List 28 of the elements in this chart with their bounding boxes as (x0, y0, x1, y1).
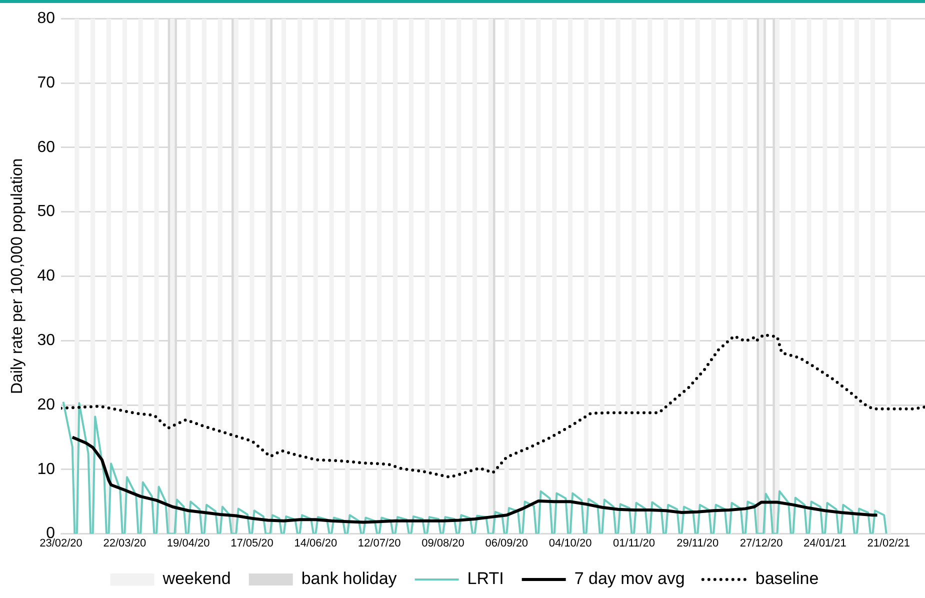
x-tick-label: 01/11/20 (612, 537, 655, 550)
y-tick-label: 20 (37, 396, 56, 414)
legend-label: baseline (755, 569, 819, 588)
legend-label: LRTI (467, 569, 504, 588)
y-tick-label: 50 (37, 203, 56, 220)
y-tick-label: 70 (37, 74, 56, 92)
x-tick-label: 19/04/20 (166, 537, 210, 550)
x-tick-label: 17/05/20 (230, 537, 274, 550)
x-tick-label: 12/07/20 (358, 537, 401, 550)
y-tick-label: 10 (37, 460, 56, 478)
x-tick-label: 06/09/20 (485, 537, 528, 550)
y-tick-label: 60 (37, 138, 56, 156)
x-tick-label: 22/03/20 (103, 537, 146, 550)
legend-label: bank holiday (301, 569, 398, 588)
x-tick-label: 27/12/20 (740, 537, 783, 550)
x-tick-label: 04/10/20 (548, 537, 592, 550)
legend-label: weekend (162, 569, 231, 588)
x-tick-label: 29/11/20 (676, 537, 719, 550)
x-tick-label: 24/01/21 (804, 537, 846, 550)
x-tick-label: 14/06/20 (294, 537, 338, 550)
x-tick-label: 21/02/21 (867, 537, 910, 550)
x-tick-label: 09/08/20 (422, 537, 464, 550)
line-series (60, 333, 925, 479)
y-tick-label: 40 (37, 268, 56, 285)
y-axis-title: Daily rate per 100,000 population (9, 158, 26, 394)
legend-label: 7 day mov avg (574, 569, 685, 588)
y-tick-label: 80 (37, 10, 56, 28)
y-tick-label: 30 (37, 332, 56, 350)
